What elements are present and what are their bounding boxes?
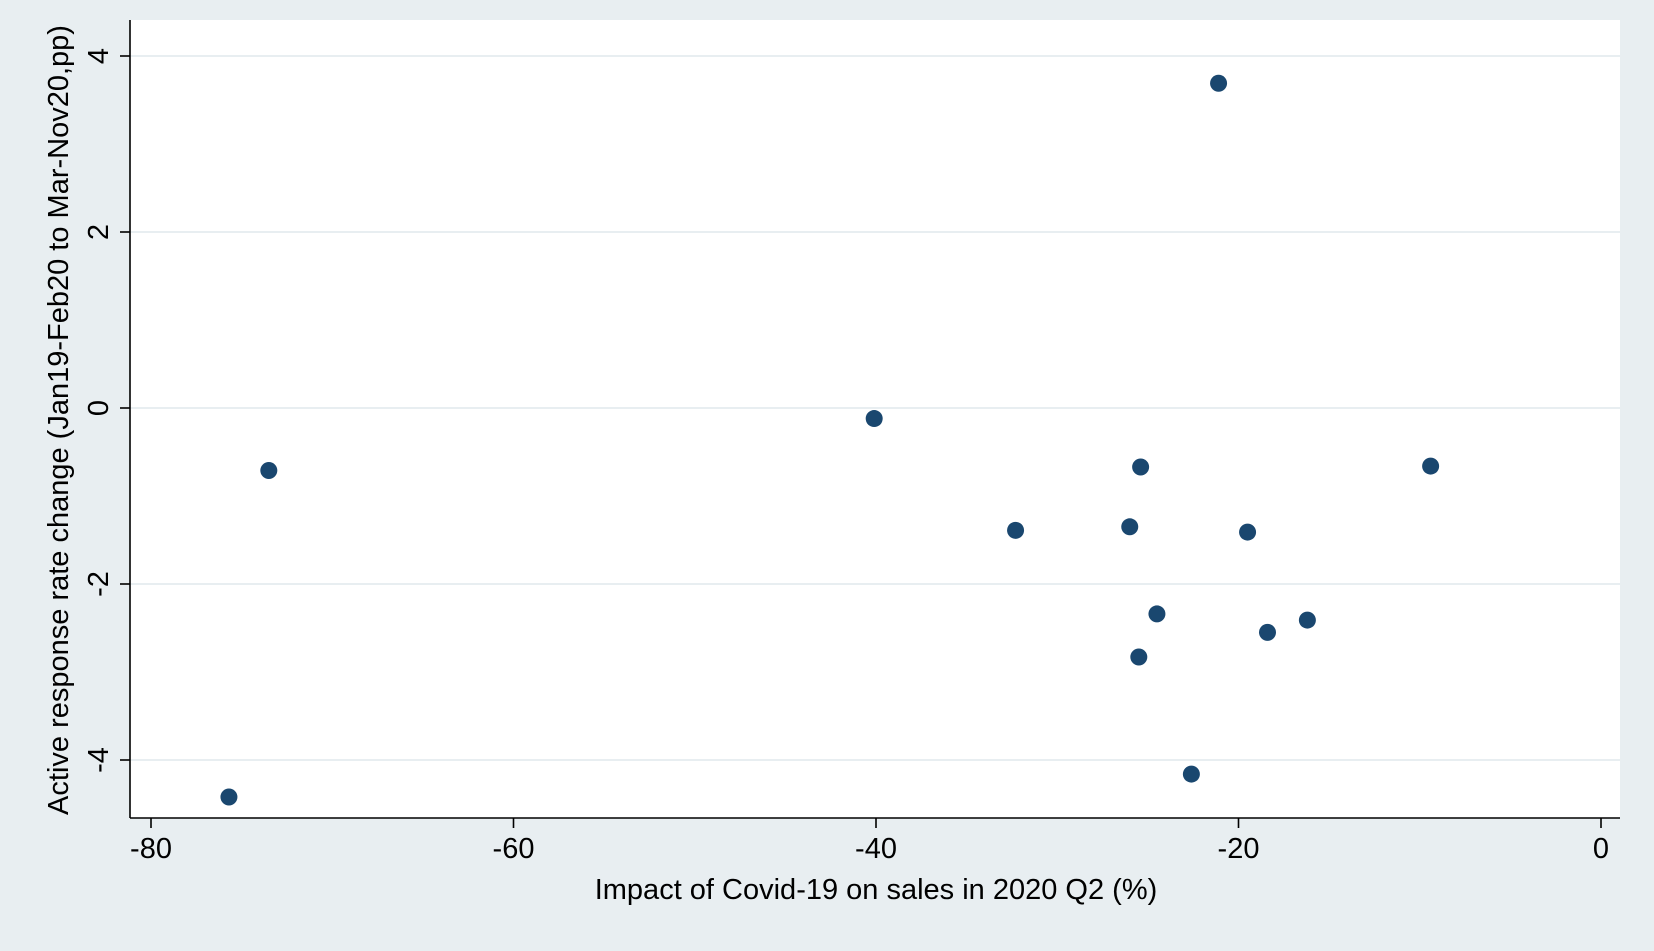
y-tick-label: 4 xyxy=(83,48,115,64)
data-points xyxy=(220,74,1440,806)
data-point xyxy=(1259,623,1276,641)
y-tick-label: 2 xyxy=(83,224,115,240)
x-tick-label: 0 xyxy=(1593,833,1609,865)
x-tick-label: -20 xyxy=(1218,833,1260,865)
y-tick-label: -2 xyxy=(83,571,115,597)
data-point xyxy=(1007,521,1025,539)
x-tick-label: -60 xyxy=(493,833,535,865)
y-axis-title: Active response rate change (Jan19-Feb20… xyxy=(43,25,75,815)
axes xyxy=(120,20,1620,828)
data-point xyxy=(865,410,883,428)
data-point xyxy=(1121,518,1139,536)
data-point xyxy=(260,461,278,479)
data-point xyxy=(1239,523,1257,541)
data-point xyxy=(220,788,238,806)
data-point xyxy=(1182,765,1200,783)
x-tick-label: -40 xyxy=(855,833,897,865)
x-tick-label: -80 xyxy=(130,833,172,865)
data-point xyxy=(1422,457,1440,475)
data-point xyxy=(1210,74,1228,92)
data-point xyxy=(1132,458,1150,476)
data-point xyxy=(1130,648,1148,666)
data-point xyxy=(1298,611,1316,629)
grid-lines xyxy=(130,55,1620,761)
data-point xyxy=(1148,605,1166,623)
x-axis-title: Impact of Covid-19 on sales in 2020 Q2 (… xyxy=(595,874,1158,906)
y-tick-label: 0 xyxy=(83,400,115,416)
y-tick-label: -4 xyxy=(83,747,115,773)
